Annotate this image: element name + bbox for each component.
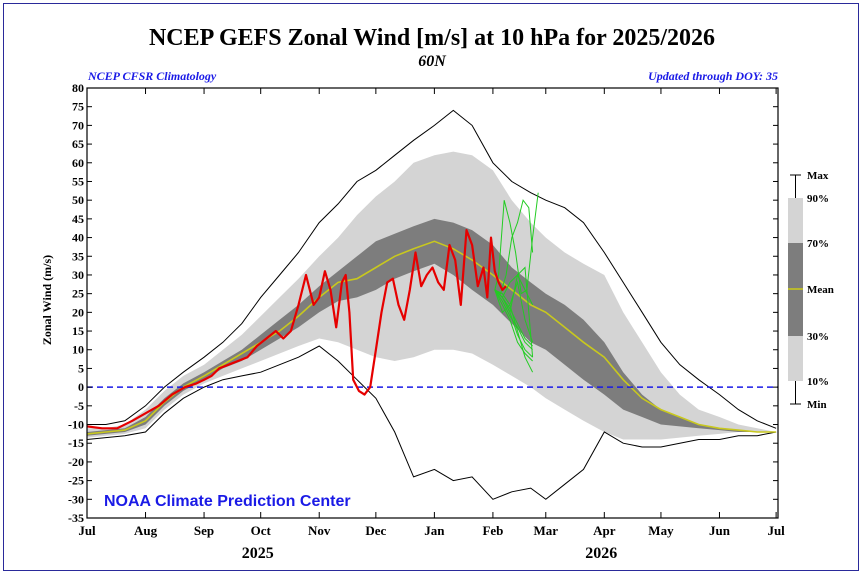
mean-line — [86, 240, 777, 435]
y-tick-label: 55 — [72, 174, 84, 188]
chart-frame — [3, 3, 859, 571]
legend-label: Mean — [807, 284, 834, 296]
y-tick-label: 65 — [72, 137, 84, 151]
y-tick-label: 80 — [72, 81, 84, 95]
y-tick-label: 10 — [72, 343, 84, 357]
credit-label: NOAA Climate Prediction Center — [104, 493, 351, 510]
y-tick-label: 15 — [72, 324, 84, 338]
x-tick-label: Oct — [251, 523, 272, 538]
y-tick-label: 75 — [72, 100, 84, 114]
x-tick-label: Nov — [308, 523, 331, 538]
x-tick-label: May — [648, 523, 674, 538]
y-tick-label: -20 — [68, 455, 84, 469]
y-tick-label: 40 — [72, 231, 84, 245]
y-tick-label: 0 — [78, 380, 84, 394]
chart-subtitle: 60N — [418, 53, 447, 70]
observed-line — [86, 229, 507, 430]
forecast-member-1 — [494, 289, 533, 351]
legend-label: Max — [807, 170, 829, 182]
forecast-member-9 — [494, 273, 534, 314]
legend-label: 90% — [807, 193, 829, 205]
y-tick-label: 70 — [72, 118, 84, 132]
x-tick-label: Jul — [78, 523, 96, 538]
y-tick-label: -30 — [68, 492, 84, 506]
climatology-note: NCEP CFSR Climatology — [87, 69, 217, 83]
y-tick-label: -10 — [68, 418, 84, 432]
min-line — [86, 345, 777, 500]
legend-label: 10% — [807, 376, 829, 388]
y-tick-label: 30 — [72, 268, 84, 282]
y-tick-label: 35 — [72, 249, 84, 263]
y-tick-label: 25 — [72, 287, 84, 301]
x-tick-label: Jun — [709, 523, 731, 538]
y-tick-label: 60 — [72, 156, 84, 170]
year-label: 2025 — [242, 545, 274, 562]
forecast-member-3 — [494, 289, 533, 362]
y-tick-label: 50 — [72, 193, 84, 207]
x-tick-label: Dec — [365, 523, 386, 538]
x-tick-label: Feb — [482, 523, 503, 538]
y-tick-label: -5 — [74, 399, 84, 413]
band-30-70 — [87, 218, 777, 436]
y-tick-label: 45 — [72, 212, 84, 226]
legend: Max 90% 70% Mean 30% 10% Min — [788, 170, 834, 411]
legend-label: Min — [807, 399, 827, 411]
x-tick-label: Jul — [767, 523, 785, 538]
y-tick-label: -35 — [68, 511, 84, 525]
x-tick-label: Aug — [134, 523, 158, 538]
legend-label: 70% — [807, 238, 829, 250]
max-line — [87, 109, 777, 429]
chart-title: NCEP GEFS Zonal Wind [m/s] at 10 hPa for… — [149, 25, 715, 51]
plot-layer: 80757065605550454035302520151050-5-10-15… — [68, 81, 785, 562]
y-tick-label: 5 — [78, 361, 84, 375]
updated-note: Updated through DOY: 35 — [648, 69, 778, 83]
y-tick-label: -25 — [68, 474, 84, 488]
legend-label: 30% — [807, 331, 829, 343]
forecast-member-6 — [494, 192, 539, 295]
forecast-member-7 — [494, 199, 534, 295]
x-tick-label: Sep — [194, 523, 214, 538]
x-tick-label: Mar — [534, 523, 559, 538]
plot-border — [86, 87, 779, 519]
y-tick-label: -15 — [68, 436, 84, 450]
y-axis-label: Zonal Wind (m/s) — [40, 255, 54, 345]
y-tick-label: 20 — [72, 305, 84, 319]
x-tick-label: Jan — [424, 523, 445, 538]
year-label: 2026 — [585, 545, 617, 562]
x-tick-label: Apr — [593, 523, 616, 538]
